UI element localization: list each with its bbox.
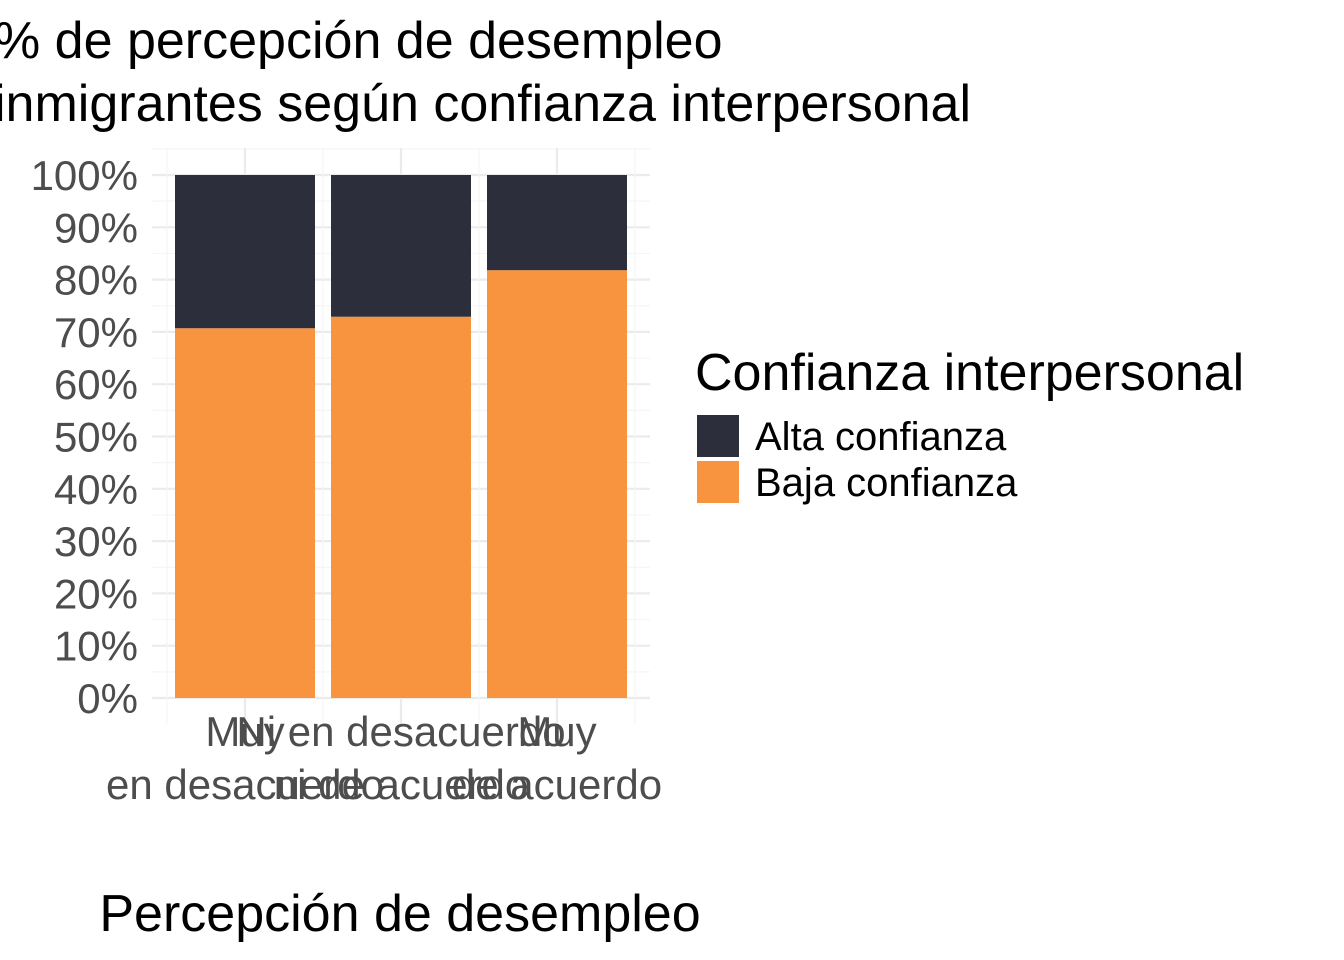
y-tick-label: 60% xyxy=(54,361,138,408)
x-tick-label: Ni en desacuerdo xyxy=(236,708,565,755)
y-tick-label: 10% xyxy=(54,623,138,670)
bar-baja-confianza-3 xyxy=(487,270,627,698)
y-axis-ticks: 0% 10% 20% 30% 40% 50% 60% 70% 80% 90% 100% xyxy=(31,152,138,722)
legend-key-baja-confianza xyxy=(697,461,739,503)
legend-key-alta-confianza xyxy=(697,415,739,457)
legend-label: Baja confianza xyxy=(755,461,1018,505)
bar-baja-confianza-1 xyxy=(175,328,315,698)
chart-title-line-1: % de percepción de desempleo xyxy=(0,12,722,70)
y-tick-label: 30% xyxy=(54,518,138,565)
bar-alta-confianza-2 xyxy=(331,175,471,317)
bar-baja-confianza-2 xyxy=(331,317,471,698)
chart-title: % de percepción de desempleo inmigrantes… xyxy=(0,12,971,133)
legend-title: Confianza interpersonal xyxy=(695,344,1244,402)
y-tick-label: 50% xyxy=(54,414,138,461)
legend-label: Alta confianza xyxy=(755,415,1007,459)
bar-alta-confianza-1 xyxy=(175,175,315,328)
plot-bars xyxy=(175,175,627,698)
y-tick-label: 20% xyxy=(54,570,138,617)
x-tick-label: Muy xyxy=(517,708,596,755)
bar-alta-confianza-3 xyxy=(487,175,627,270)
x-tick-label: de acuerdo xyxy=(452,761,662,808)
legend: Confianza interpersonal Alta confianzaBa… xyxy=(695,344,1244,505)
x-axis-title: Percepción de desempleo xyxy=(99,885,700,943)
y-tick-label: 70% xyxy=(54,309,138,356)
y-tick-label: 80% xyxy=(54,257,138,304)
chart-title-line-2: inmigrantes según confianza interpersona… xyxy=(0,75,971,133)
y-tick-label: 40% xyxy=(54,466,138,513)
y-tick-label: 90% xyxy=(54,204,138,251)
y-tick-label: 100% xyxy=(31,152,138,199)
y-tick-label: 0% xyxy=(77,675,138,722)
